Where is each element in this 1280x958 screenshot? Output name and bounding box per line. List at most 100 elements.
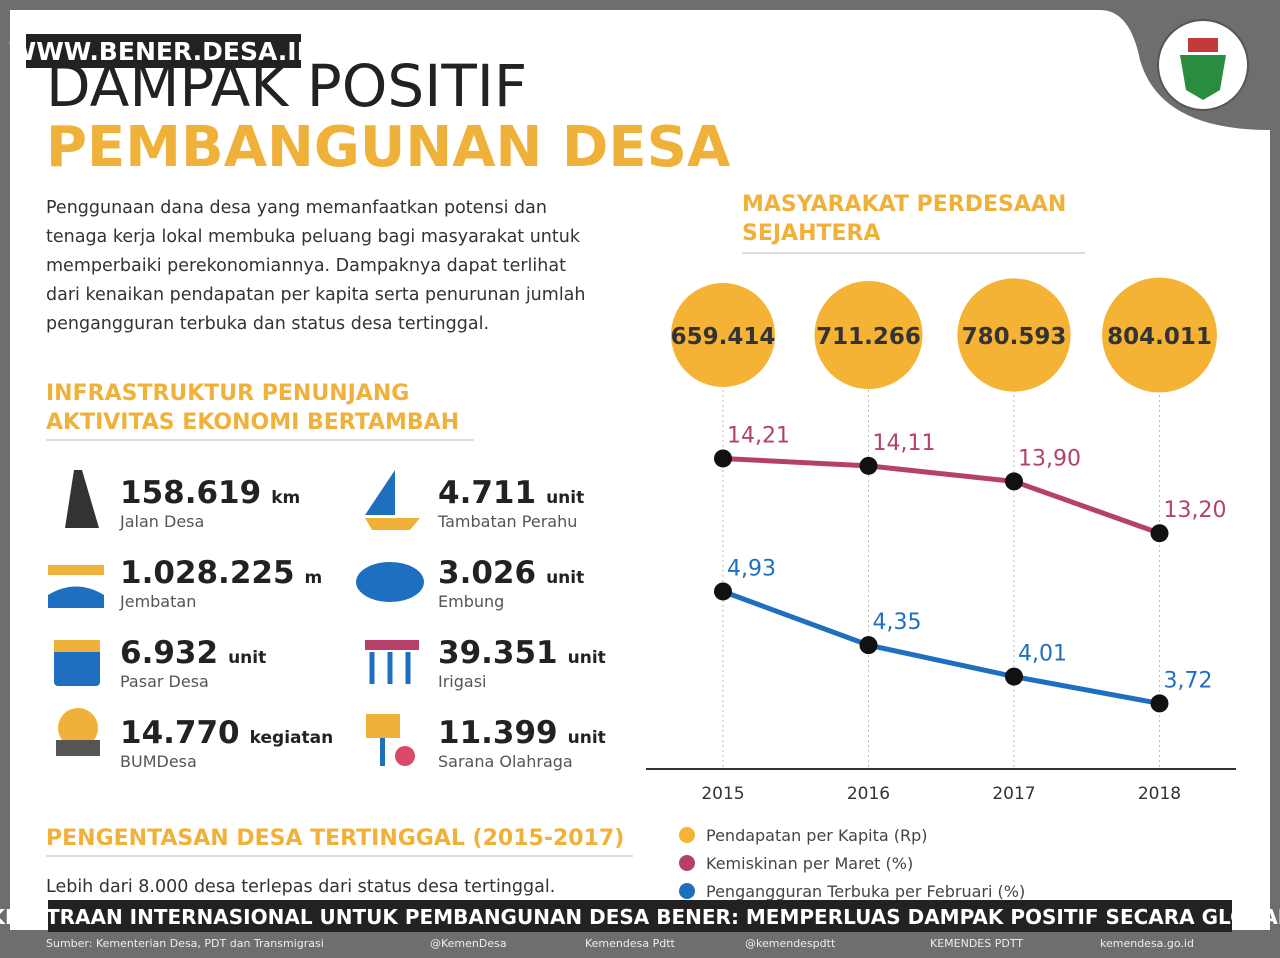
stat-unit: unit	[546, 568, 584, 588]
stat-label: Jalan Desa	[119, 512, 204, 531]
data-label: 14,11	[873, 431, 936, 456]
data-label: 4,35	[873, 610, 922, 635]
icon-boat	[365, 470, 395, 515]
stat-value: 6.932	[120, 635, 218, 671]
footer-text: @kemendespdtt	[745, 937, 836, 950]
income-bubble	[814, 280, 923, 390]
legend-swatch	[679, 883, 695, 899]
legend-label: Pendapatan per Kapita (Rp)	[706, 826, 928, 845]
point	[1005, 472, 1023, 491]
panel	[10, 10, 1270, 930]
intro-line: Penggunaan dana desa yang memanfaatkan p…	[46, 198, 547, 218]
income-bubble	[671, 283, 775, 387]
section-heading: INFRASTRUKTUR PENUNJANG	[46, 381, 409, 406]
title-line: DAMPAK POSITIF	[46, 52, 527, 120]
income-label: 711.266	[816, 324, 921, 350]
icon-boat-hull	[365, 518, 420, 530]
icon-bridge	[48, 565, 104, 575]
icon-bumdesa-cart	[56, 740, 100, 756]
stat-value: 39.351	[438, 635, 558, 671]
legend-swatch	[679, 827, 695, 843]
stat-label: Embung	[438, 592, 504, 611]
point	[859, 636, 878, 655]
icon-irigasi-pipes	[369, 652, 411, 684]
point	[714, 582, 732, 601]
intro-line: pengangguran terbuka dan status desa ter…	[46, 314, 489, 334]
point	[714, 449, 732, 468]
icon-road	[65, 470, 99, 528]
icon-sport-ball	[395, 746, 415, 766]
point	[1005, 667, 1023, 686]
stat-unit: km	[271, 488, 300, 508]
series-line	[722, 455, 1161, 536]
point	[1150, 694, 1169, 713]
data-label: 13,20	[1164, 498, 1227, 523]
income-bubble	[957, 278, 1071, 392]
stat-value: 3.026	[438, 555, 536, 591]
logo-shield	[1180, 55, 1226, 100]
stat-unit: unit	[228, 648, 266, 668]
chart-title: MASYARAKAT PERDESAAN	[742, 192, 1066, 217]
intro-line: dari kenaikan pendapatan per kapita sert…	[46, 285, 586, 305]
icon-embung	[356, 562, 424, 602]
chart-title: SEJAHTERA	[742, 221, 881, 246]
stat-label: Irigasi	[438, 672, 486, 691]
stat-label: Jembatan	[119, 592, 196, 611]
icon-market-roof	[54, 640, 100, 652]
income-label: 804.011	[1107, 324, 1212, 350]
x-tick-label: 2016	[847, 784, 890, 804]
stat-value: 158.619	[120, 475, 261, 511]
data-label: 4,01	[1018, 642, 1067, 667]
icon-sport	[366, 714, 400, 738]
footer-text: KEMENDES PDTT	[930, 937, 1023, 950]
footer-text: @KemenDesa	[430, 937, 507, 950]
stat-label: Tambatan Perahu	[437, 512, 577, 531]
chart: 2015 2016 2017 2018 659.414 711.266 780.593 804…	[671, 277, 1227, 901]
icon-irigasi	[365, 640, 419, 650]
watermark-box	[26, 34, 301, 68]
stat-label: Sarana Olahraga	[438, 752, 573, 771]
stat-unit: unit	[568, 648, 606, 668]
footer-text: Sumber: Kementerian Desa, PDT dan Transm…	[46, 937, 324, 950]
stat-unit: kegiatan	[250, 728, 334, 748]
stat-value: 1.028.225	[120, 555, 295, 591]
legend-label: Kemiskinan per Maret (%)	[706, 854, 913, 873]
footer-text: Kemendesa Pdtt	[585, 937, 676, 950]
point	[1150, 524, 1169, 543]
logo-roof	[1188, 38, 1218, 52]
icon-sport-pole	[380, 738, 385, 766]
x-tick-label: 2015	[701, 784, 744, 804]
stat-value: 11.399	[438, 715, 558, 751]
legend-swatch	[679, 855, 695, 871]
icon-bumdesa	[58, 708, 98, 748]
stat-value: 14.770	[120, 715, 240, 751]
stat-unit: unit	[546, 488, 584, 508]
stat-label: BUMDesa	[120, 752, 197, 771]
stat-label: Pasar Desa	[120, 672, 209, 691]
intro-line: memperbaiki perekonomiannya. Dampaknya d…	[46, 256, 566, 276]
caption-box	[48, 900, 1232, 932]
stat-unit: unit	[568, 728, 606, 748]
caption: KEMITRAAN INTERNASIONAL UNTUK PEMBANGUNA…	[0, 905, 1280, 929]
data-label: 3,72	[1164, 668, 1213, 693]
stat-unit: m	[305, 568, 323, 588]
income-label: 659.414	[671, 324, 776, 350]
intro-line: tenaga kerja lokal membuka peluang bagi …	[46, 227, 581, 247]
intro: Penggunaan dana desa yang memanfaatkan p…	[46, 198, 586, 334]
title-line: PEMBANGUNAN DESA	[46, 115, 731, 180]
footer-text: kemendesa.go.id	[1100, 937, 1194, 950]
section-heading: AKTIVITAS EKONOMI BERTAMBAH	[46, 410, 459, 435]
watermark: WWW.BENER.DESA.ID	[9, 37, 318, 66]
point	[859, 456, 878, 475]
icon-bridge-water	[48, 586, 104, 608]
income-label: 780.593	[962, 324, 1067, 350]
data-label: 4,93	[727, 556, 776, 581]
stat-value: 4.711	[438, 475, 536, 511]
tertinggal-text: Lebih dari 8.000 desa terlepas dari stat…	[46, 877, 555, 897]
legend-label: Pengangguran Terbuka per Februari (%)	[706, 882, 1025, 901]
income-bubble	[1102, 277, 1217, 393]
data-label: 14,21	[727, 423, 790, 448]
section-heading: PENGENTASAN DESA TERTINGGAL (2015-2017)	[46, 826, 624, 851]
data-label: 13,90	[1018, 446, 1081, 471]
